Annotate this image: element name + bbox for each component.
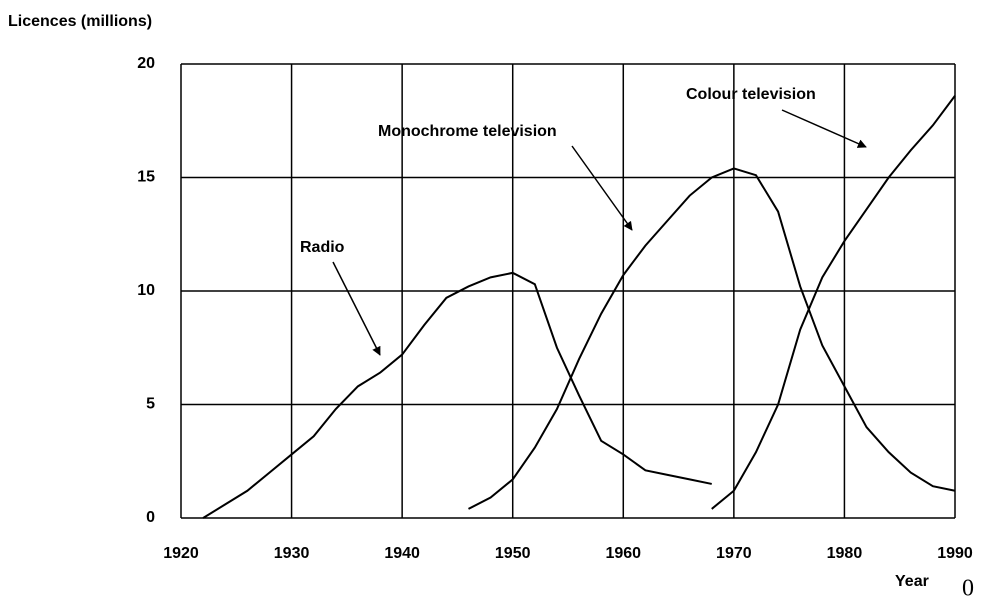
series-line [711,95,956,510]
x-tick-label: 1920 [163,545,199,562]
annotation: Monochrome television [378,123,557,140]
x-tick-label: 1940 [384,545,420,562]
y-axis-label: Licences (millions) [8,13,152,30]
corner-text: 0 [962,576,974,602]
arrow [571,145,633,231]
x-tick-label: 1970 [716,545,752,562]
series-line [202,271,712,519]
y-tick-label: 15 [137,169,155,186]
x-tick-label: 1990 [937,545,973,562]
y-tick-label: 10 [137,282,155,299]
x-tick-label: 1930 [274,545,310,562]
annotation: Colour television [686,86,816,103]
arrow [781,109,867,148]
arrow [332,261,381,356]
x-tick-label: 1950 [495,545,531,562]
x-axis-label: Year [895,573,929,590]
y-tick-label: 5 [146,396,155,413]
series-line [468,167,956,510]
x-tick-label: 1960 [605,545,641,562]
y-tick-label: 20 [137,55,155,72]
y-tick-label: 0 [146,509,155,526]
x-tick-label: 1980 [827,545,863,562]
annotation: Radio [300,239,345,256]
